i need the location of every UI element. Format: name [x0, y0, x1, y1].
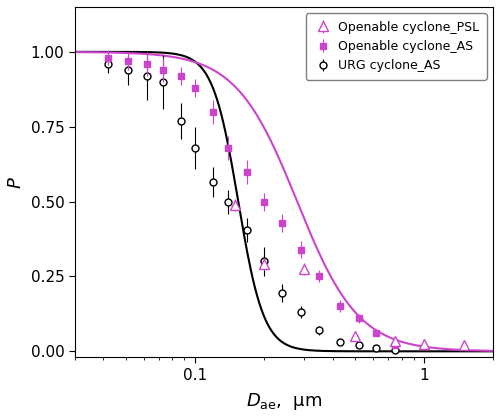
Y-axis label: $P$: $P$: [7, 176, 25, 189]
Legend: Openable cyclone_PSL, Openable cyclone_AS, URG cyclone_AS: Openable cyclone_PSL, Openable cyclone_A…: [306, 13, 487, 80]
X-axis label: $D_{\mathrm{ae}}$,  μm: $D_{\mathrm{ae}}$, μm: [246, 391, 322, 412]
